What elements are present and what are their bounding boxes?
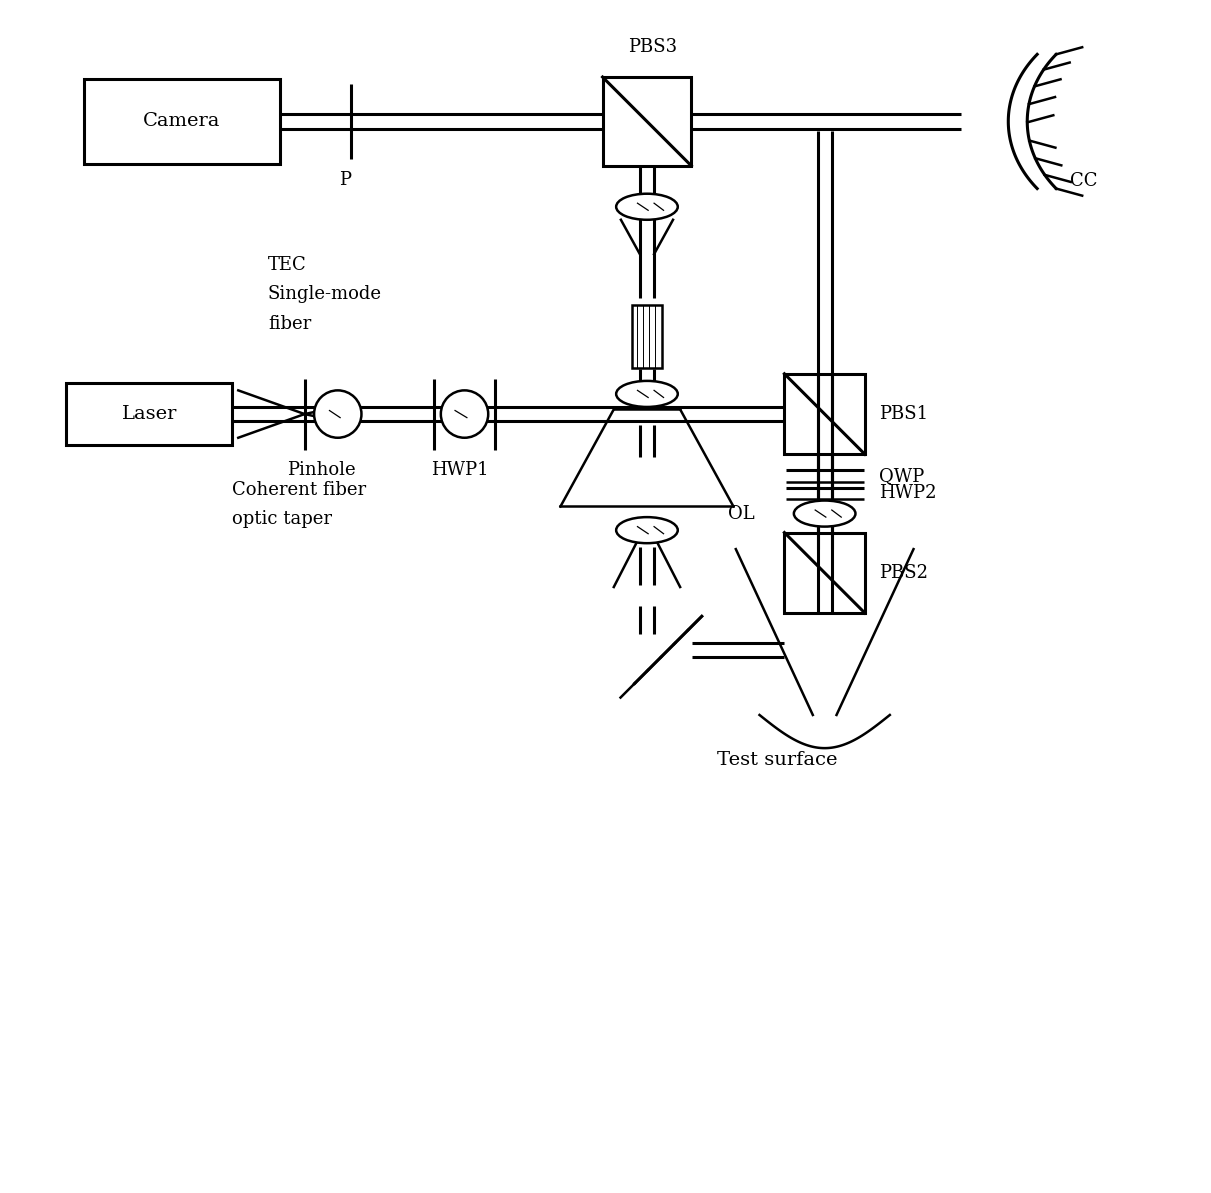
Text: HWP2: HWP2 [879,484,936,502]
Text: Coherent fiber: Coherent fiber [233,481,367,499]
Text: CC: CC [1069,172,1097,190]
Text: Single-mode: Single-mode [268,285,381,303]
Bar [603,78,691,166]
Bar [632,305,662,367]
Bar [67,383,233,445]
Text: PBS3: PBS3 [629,38,677,56]
Text: QWP: QWP [879,466,924,484]
Text: P: P [339,172,351,190]
Ellipse shape [314,390,361,438]
Text: Pinhole: Pinhole [287,462,356,480]
Text: PBS2: PBS2 [879,564,928,582]
Text: HWP1: HWP1 [431,462,488,480]
Ellipse shape [616,381,678,407]
Bar [785,532,865,613]
Ellipse shape [441,390,488,438]
Text: TEC: TEC [268,255,306,273]
Bar [785,373,865,455]
Ellipse shape [616,193,678,220]
Bar [85,79,280,165]
Text: fiber: fiber [268,315,311,333]
Text: Laser: Laser [122,406,177,424]
Text: OL: OL [728,505,754,523]
Text: PBS1: PBS1 [879,406,929,424]
Ellipse shape [794,501,855,526]
Ellipse shape [616,517,678,543]
Text: optic taper: optic taper [233,511,332,528]
Text: Camera: Camera [143,112,220,130]
Text: Test surface: Test surface [717,750,838,768]
